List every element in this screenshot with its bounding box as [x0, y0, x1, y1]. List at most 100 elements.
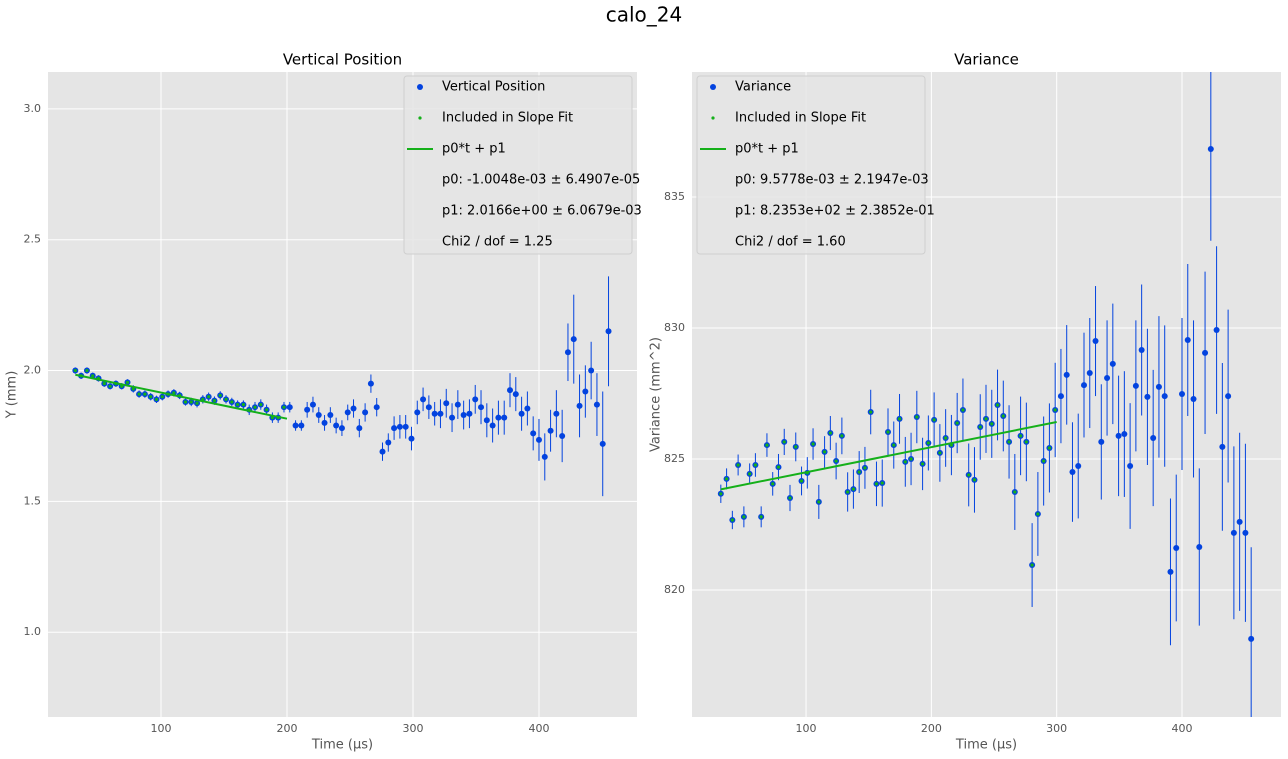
fit-point — [869, 410, 873, 414]
data-point — [373, 404, 380, 411]
fit-point — [102, 382, 106, 386]
legend-note: p1: 2.0166e+00 ± 6.0679e-03 — [442, 204, 642, 219]
fit-point — [903, 460, 907, 464]
data-point — [1173, 545, 1180, 552]
data-point — [292, 422, 299, 429]
fit-point — [1013, 490, 1017, 494]
fit-point — [897, 417, 902, 421]
fit-point — [840, 434, 844, 438]
data-point — [304, 406, 311, 413]
plot-area — [72, 276, 612, 497]
data-point — [1242, 529, 1249, 536]
data-point — [408, 435, 415, 442]
fit-point — [189, 400, 193, 404]
fit-point — [915, 415, 919, 419]
y-tick-label: 2.5 — [24, 233, 42, 246]
data-point — [362, 409, 369, 416]
chart-title: Vertical Position — [283, 51, 402, 69]
data-point — [483, 417, 490, 424]
data-point — [1075, 463, 1082, 470]
data-point — [599, 440, 606, 447]
fit-point — [753, 463, 758, 467]
x-tick-label: 200 — [277, 722, 298, 735]
fit-point — [270, 416, 274, 420]
legend-marker — [417, 84, 423, 90]
fit-point — [811, 442, 815, 446]
fit-point — [846, 490, 850, 494]
x-tick-label: 100 — [796, 722, 817, 735]
y-tick-label: 835 — [664, 190, 685, 203]
fit-point — [91, 374, 95, 378]
data-point — [1080, 382, 1087, 389]
x-tick-label: 300 — [402, 722, 423, 735]
fit-point — [892, 443, 896, 447]
fit-point — [828, 431, 832, 435]
fit-point — [125, 380, 130, 384]
fit-point — [822, 450, 827, 454]
y-tick-label: 1.5 — [24, 494, 42, 507]
fit-point — [230, 400, 234, 404]
data-point — [344, 409, 351, 416]
data-point — [1155, 383, 1162, 390]
fit-point — [143, 392, 147, 396]
fit-point — [73, 368, 77, 373]
fit-point — [857, 470, 861, 474]
data-point — [535, 436, 542, 443]
fit-point — [183, 400, 188, 404]
data-point — [1115, 432, 1122, 439]
data-point — [1057, 393, 1064, 400]
data-point — [338, 425, 345, 432]
data-point — [350, 405, 357, 412]
fit-point — [264, 408, 269, 412]
legend-note: p0: -1.0048e-03 ± 6.4907e-05 — [442, 173, 640, 188]
x-tick-label: 200 — [921, 722, 942, 735]
fit-point — [172, 391, 176, 395]
data-point — [524, 405, 531, 412]
fit-point — [1047, 446, 1052, 450]
fit-point — [926, 441, 930, 445]
data-point — [593, 401, 600, 408]
data-point — [321, 419, 328, 426]
data-point — [298, 422, 305, 429]
x-tick-label: 300 — [1046, 722, 1067, 735]
legend-label: p0*t + p1 — [735, 142, 799, 157]
data-point — [1132, 382, 1139, 389]
y-tick-label: 820 — [664, 583, 685, 596]
legend-box — [403, 75, 633, 255]
legend-label: Included in Slope Fit — [735, 111, 866, 126]
fit-line — [720, 421, 1057, 491]
fit-point — [984, 417, 988, 421]
fit-point — [788, 496, 792, 500]
data-point — [576, 402, 583, 409]
fit-point — [1030, 563, 1034, 567]
data-point — [460, 412, 467, 419]
data-point — [443, 400, 450, 407]
legend-note: p0: 9.5778e-03 ± 2.1947e-03 — [735, 173, 929, 188]
fit-point — [253, 405, 257, 409]
fit-point — [863, 466, 867, 470]
fit-point — [776, 465, 781, 469]
fit-point — [759, 515, 763, 519]
plot-area — [717, 72, 1255, 717]
x-axis-label: Time (µs) — [955, 738, 1017, 753]
fit-point — [967, 473, 971, 477]
fit-point — [1042, 459, 1046, 463]
legend-label: p0*t + p1 — [442, 142, 506, 157]
data-point — [1219, 443, 1226, 450]
fit-point — [990, 422, 994, 426]
data-point — [356, 425, 363, 432]
data-point — [454, 401, 461, 408]
fit-point — [799, 479, 804, 483]
fit-point — [909, 457, 913, 461]
data-point — [1207, 146, 1214, 153]
fit-point — [742, 515, 746, 519]
legend-label: Vertical Position — [442, 80, 545, 95]
data-point — [309, 401, 316, 408]
y-tick-label: 2.0 — [24, 364, 42, 377]
data-point — [495, 414, 502, 421]
fit-point — [160, 395, 164, 399]
x-tick-label: 400 — [528, 722, 549, 735]
data-point — [402, 423, 409, 430]
fit-point — [978, 425, 982, 429]
